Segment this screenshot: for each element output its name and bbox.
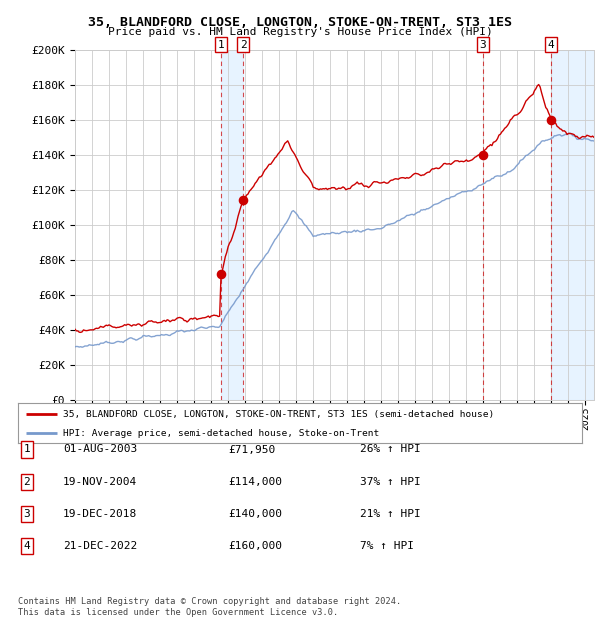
- Text: 35, BLANDFORD CLOSE, LONGTON, STOKE-ON-TRENT, ST3 1ES (semi-detached house): 35, BLANDFORD CLOSE, LONGTON, STOKE-ON-T…: [63, 410, 494, 418]
- Text: £140,000: £140,000: [228, 509, 282, 519]
- Text: 2: 2: [23, 477, 31, 487]
- Text: 19-NOV-2004: 19-NOV-2004: [63, 477, 137, 487]
- Text: 19-DEC-2018: 19-DEC-2018: [63, 509, 137, 519]
- Bar: [551, 50, 594, 400]
- Text: 35, BLANDFORD CLOSE, LONGTON, STOKE-ON-TRENT, ST3 1ES: 35, BLANDFORD CLOSE, LONGTON, STOKE-ON-T…: [88, 16, 512, 29]
- Text: 7% ↑ HPI: 7% ↑ HPI: [360, 541, 414, 551]
- Text: £160,000: £160,000: [228, 541, 282, 551]
- Text: HPI: Average price, semi-detached house, Stoke-on-Trent: HPI: Average price, semi-detached house,…: [63, 428, 379, 438]
- Text: 1: 1: [23, 445, 31, 454]
- Point: [478, 149, 487, 159]
- Point: [238, 195, 248, 205]
- Text: 4: 4: [548, 40, 554, 50]
- Text: 1: 1: [218, 40, 224, 50]
- Text: 3: 3: [479, 40, 486, 50]
- Point: [216, 269, 226, 279]
- Text: 01-AUG-2003: 01-AUG-2003: [63, 445, 137, 454]
- Bar: [221, 50, 243, 400]
- Point: [546, 115, 556, 125]
- Text: 26% ↑ HPI: 26% ↑ HPI: [360, 445, 421, 454]
- Bar: [551, 50, 594, 400]
- Text: £114,000: £114,000: [228, 477, 282, 487]
- Text: 21-DEC-2022: 21-DEC-2022: [63, 541, 137, 551]
- Text: 37% ↑ HPI: 37% ↑ HPI: [360, 477, 421, 487]
- Text: 3: 3: [23, 509, 31, 519]
- Text: £71,950: £71,950: [228, 445, 275, 454]
- Text: 4: 4: [23, 541, 31, 551]
- Text: 2: 2: [240, 40, 247, 50]
- Text: Contains HM Land Registry data © Crown copyright and database right 2024.
This d: Contains HM Land Registry data © Crown c…: [18, 598, 401, 617]
- Text: Price paid vs. HM Land Registry's House Price Index (HPI): Price paid vs. HM Land Registry's House …: [107, 27, 493, 37]
- Text: 21% ↑ HPI: 21% ↑ HPI: [360, 509, 421, 519]
